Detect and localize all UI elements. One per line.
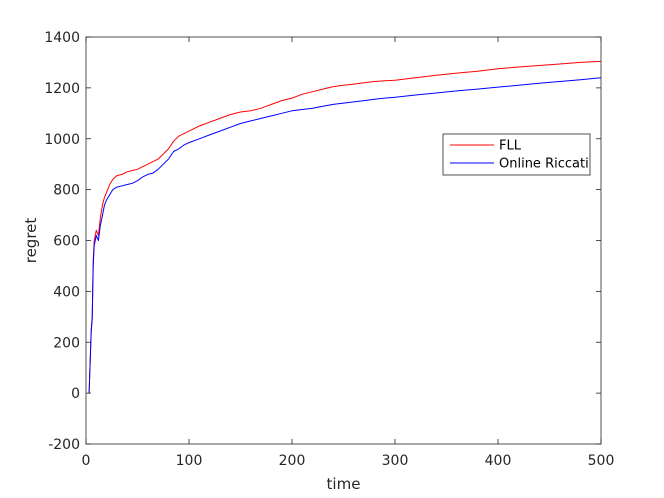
y-tick-label: 1200	[44, 81, 80, 97]
y-tick-label: 200	[53, 335, 80, 351]
x-tick-label: 0	[82, 453, 91, 469]
y-tick-label: -200	[48, 437, 80, 453]
legend-label-online-riccati: Online Riccati	[499, 157, 589, 172]
series-layer	[88, 60, 602, 394]
y-tick-label: 1000	[44, 132, 80, 148]
x-tick-label: 200	[279, 453, 306, 469]
y-tick-label: 600	[53, 234, 80, 250]
x-tick-label: 500	[588, 453, 615, 469]
x-tick-label: 100	[176, 453, 203, 469]
y-tick-label: 0	[71, 386, 80, 402]
y-tick-label: 400	[53, 284, 80, 300]
series-line-fll	[88, 60, 602, 394]
legend: FLL Online Riccati	[442, 133, 591, 176]
series-line-online-riccati	[88, 77, 602, 394]
x-tick-label: 400	[485, 453, 512, 469]
y-tick-label: 800	[53, 183, 80, 199]
y-tick-label: 1400	[44, 30, 80, 46]
x-tick-label: 300	[382, 453, 409, 469]
legend-label-fll: FLL	[499, 139, 522, 154]
x-axis-title: time	[327, 475, 361, 493]
legend-box	[442, 133, 591, 176]
tick-layer: 0 100 200 300 400 500-20002004006008001000120…	[44, 30, 614, 469]
y-axis-title: regret	[22, 218, 40, 264]
plot-area	[86, 37, 601, 444]
